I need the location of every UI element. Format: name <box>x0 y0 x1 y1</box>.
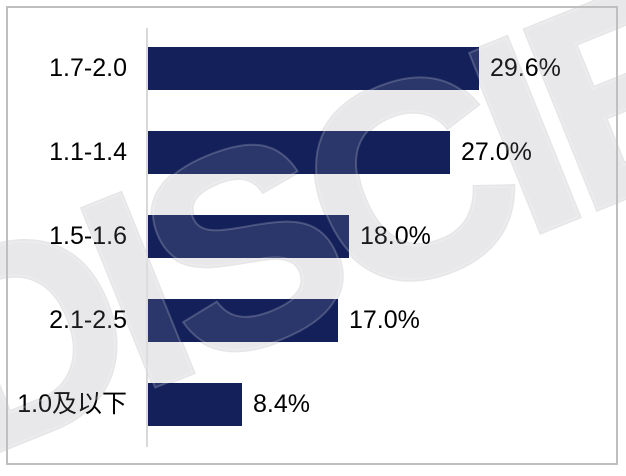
category-label: 1.1-1.4 <box>49 138 127 166</box>
value-label: 27.0% <box>461 138 532 166</box>
bar-row: 1.1-1.4 27.0% <box>0 131 626 174</box>
bar-row: 1.0及以下 8.4% <box>0 383 626 426</box>
category-label: 2.1-2.5 <box>49 306 127 334</box>
bar <box>148 299 338 342</box>
value-label: 8.4% <box>253 390 310 418</box>
category-axis-line <box>146 28 148 447</box>
category-label: 1.0及以下 <box>17 390 127 418</box>
bar <box>148 131 450 174</box>
bar-row: 1.5-1.6 18.0% <box>0 215 626 258</box>
value-label: 18.0% <box>360 222 431 250</box>
bar <box>148 47 479 90</box>
value-label: 17.0% <box>349 306 420 334</box>
bar <box>148 383 242 426</box>
value-label: 29.6% <box>490 54 561 82</box>
category-label: 1.5-1.6 <box>49 222 127 250</box>
bar-row: 1.7-2.0 29.6% <box>0 47 626 90</box>
bar-row: 2.1-2.5 17.0% <box>0 299 626 342</box>
bar <box>148 215 349 258</box>
category-label: 1.7-2.0 <box>49 54 127 82</box>
